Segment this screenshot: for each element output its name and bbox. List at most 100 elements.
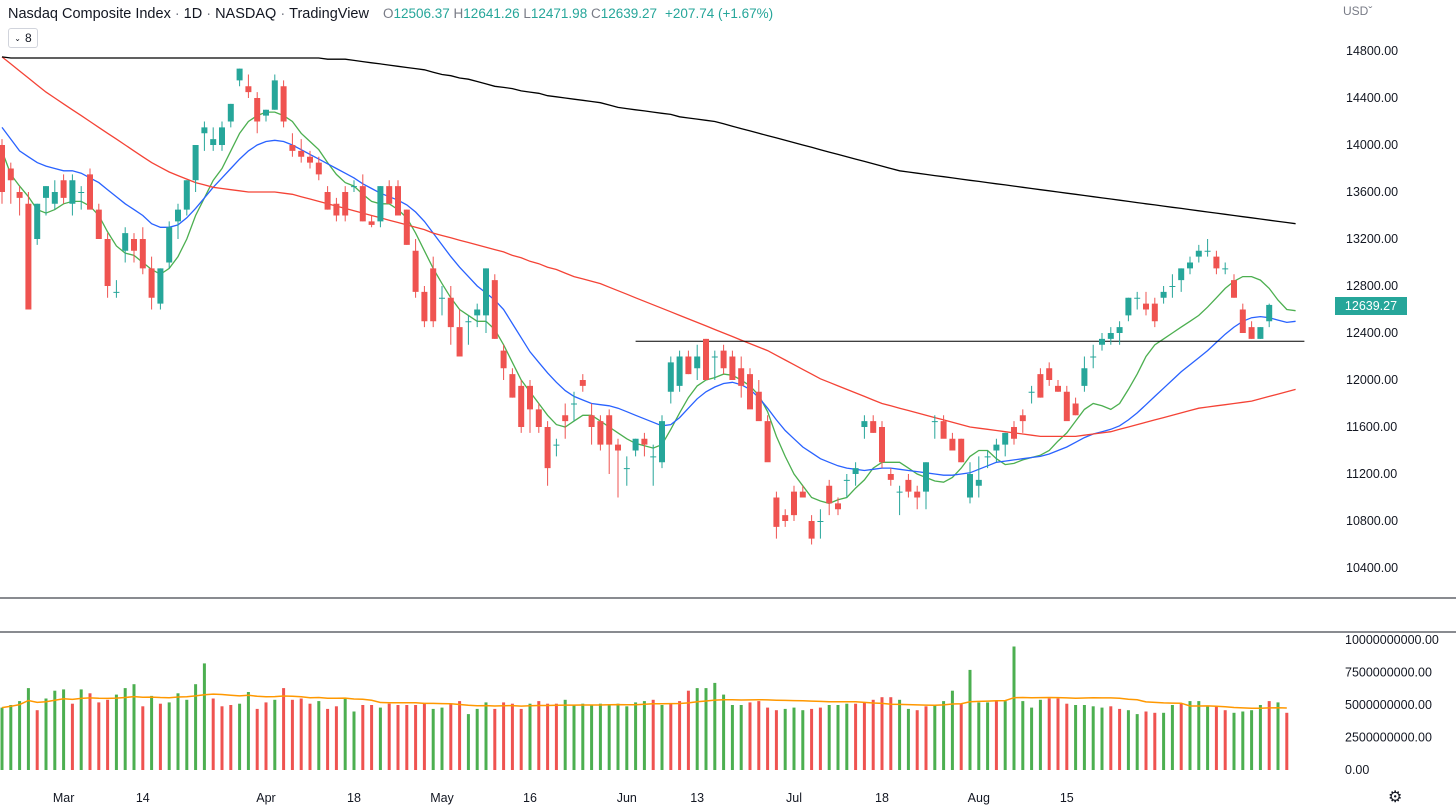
candle <box>527 380 533 433</box>
volume-bar <box>651 699 655 770</box>
candle-body <box>747 374 753 410</box>
volume-bar <box>810 708 814 770</box>
candle-body <box>1090 356 1097 358</box>
candle <box>870 415 877 433</box>
candle <box>307 150 313 169</box>
candle-body <box>78 192 85 193</box>
candle <box>975 456 982 498</box>
volume-bar <box>211 698 215 770</box>
candle-body <box>1151 303 1158 322</box>
moving-average-line-1 <box>1 111 1296 505</box>
candle-body <box>703 338 709 380</box>
candle <box>386 180 393 204</box>
candle <box>1222 262 1229 275</box>
candle-body <box>1046 368 1053 380</box>
candle-body <box>1125 297 1132 316</box>
candle-body <box>799 491 806 498</box>
volume-bar <box>493 708 497 770</box>
volume-bar <box>739 705 743 770</box>
candle <box>430 256 437 328</box>
time-axis-tick-label: 13 <box>690 791 704 805</box>
candle-body <box>351 186 357 188</box>
price-axis-tick-label: 12000.00 <box>1346 373 1398 387</box>
candle <box>421 286 428 328</box>
candle-body <box>1055 385 1061 392</box>
volume-bar <box>581 703 585 770</box>
indicator-count: 8 <box>25 31 32 45</box>
candle-body <box>588 415 595 427</box>
volume-bar <box>1197 701 1201 770</box>
candle <box>491 274 498 339</box>
volume-bar <box>1241 711 1245 770</box>
candle-body <box>1143 303 1149 310</box>
volume-bar <box>713 682 717 770</box>
candle-body <box>879 427 885 463</box>
candle <box>1134 291 1141 310</box>
candle-body <box>43 186 49 198</box>
candle <box>236 68 243 87</box>
candle <box>1116 321 1123 345</box>
volume-bar <box>1056 698 1060 770</box>
candle-body <box>791 491 797 516</box>
candle <box>571 391 577 422</box>
interval-label[interactable]: 1D <box>183 6 203 22</box>
price-axis-tick-label: 10400.00 <box>1346 561 1398 575</box>
volume-bar <box>933 705 937 770</box>
candle <box>7 162 14 204</box>
candle <box>579 374 586 392</box>
volume-axis-tick-label: 7500000000.00 <box>1345 666 1432 680</box>
candle <box>324 186 331 210</box>
open-value: 12506.37 <box>393 6 450 21</box>
candle <box>632 438 639 457</box>
volume-bar <box>1153 712 1157 770</box>
source-label: TradingView <box>289 6 369 22</box>
candle <box>879 421 885 469</box>
candle <box>623 456 630 486</box>
candle-body <box>175 209 181 222</box>
candle <box>25 192 32 310</box>
candle <box>747 368 753 410</box>
candle-body <box>16 192 23 198</box>
volume-bar <box>1250 710 1254 770</box>
volume-bar <box>722 694 726 770</box>
candle-body <box>227 103 234 122</box>
volume-bar <box>1232 712 1236 770</box>
candle-body <box>1169 286 1176 287</box>
candle <box>280 80 287 128</box>
candle <box>553 438 560 457</box>
candle-body <box>676 356 683 386</box>
candle <box>377 186 384 228</box>
volume-bar <box>906 708 910 770</box>
candle <box>351 180 357 192</box>
candle-body <box>0 145 5 192</box>
indicators-toggle-button[interactable]: ⌄ 8 <box>8 28 38 48</box>
candle <box>852 462 859 486</box>
candle-body <box>993 444 1000 451</box>
volume-bar <box>1223 710 1227 770</box>
gear-icon[interactable]: ⚙ <box>1388 789 1403 806</box>
volume-bar <box>1267 701 1271 770</box>
candle <box>799 485 806 498</box>
volume-bar <box>88 693 92 770</box>
candle <box>1143 291 1149 316</box>
candle <box>773 491 780 539</box>
volume-bar <box>1109 706 1113 770</box>
candle-body <box>1134 297 1141 299</box>
candle <box>764 415 771 463</box>
candle <box>368 215 375 228</box>
candle <box>113 280 120 298</box>
candle-body <box>632 438 639 451</box>
candle <box>333 197 340 222</box>
volume-bar <box>106 699 110 770</box>
volume-bar <box>986 702 990 770</box>
candle-body <box>201 127 208 134</box>
volume-bar <box>255 708 259 770</box>
volume-bar <box>1118 708 1122 770</box>
high-value: 12641.26 <box>463 6 520 21</box>
volume-bar <box>1135 714 1139 770</box>
symbol-name[interactable]: Nasdaq Composite Index <box>8 6 171 22</box>
candle-body <box>113 291 120 293</box>
currency-selector[interactable]: USDˇ <box>1343 4 1373 18</box>
candle-body <box>509 374 516 398</box>
